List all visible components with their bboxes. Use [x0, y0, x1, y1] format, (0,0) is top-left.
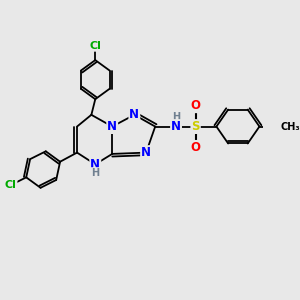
Text: N: N	[90, 158, 100, 171]
Text: Cl: Cl	[5, 180, 16, 190]
Text: H: H	[91, 168, 99, 178]
Text: N: N	[129, 108, 140, 121]
Text: S: S	[191, 120, 200, 133]
Text: H: H	[172, 112, 180, 122]
Text: Cl: Cl	[89, 41, 101, 51]
Text: N: N	[141, 146, 151, 159]
Text: CH₃: CH₃	[280, 122, 300, 132]
Text: N: N	[171, 120, 181, 133]
Text: O: O	[190, 141, 201, 154]
Text: O: O	[190, 99, 201, 112]
Text: N: N	[107, 120, 117, 133]
